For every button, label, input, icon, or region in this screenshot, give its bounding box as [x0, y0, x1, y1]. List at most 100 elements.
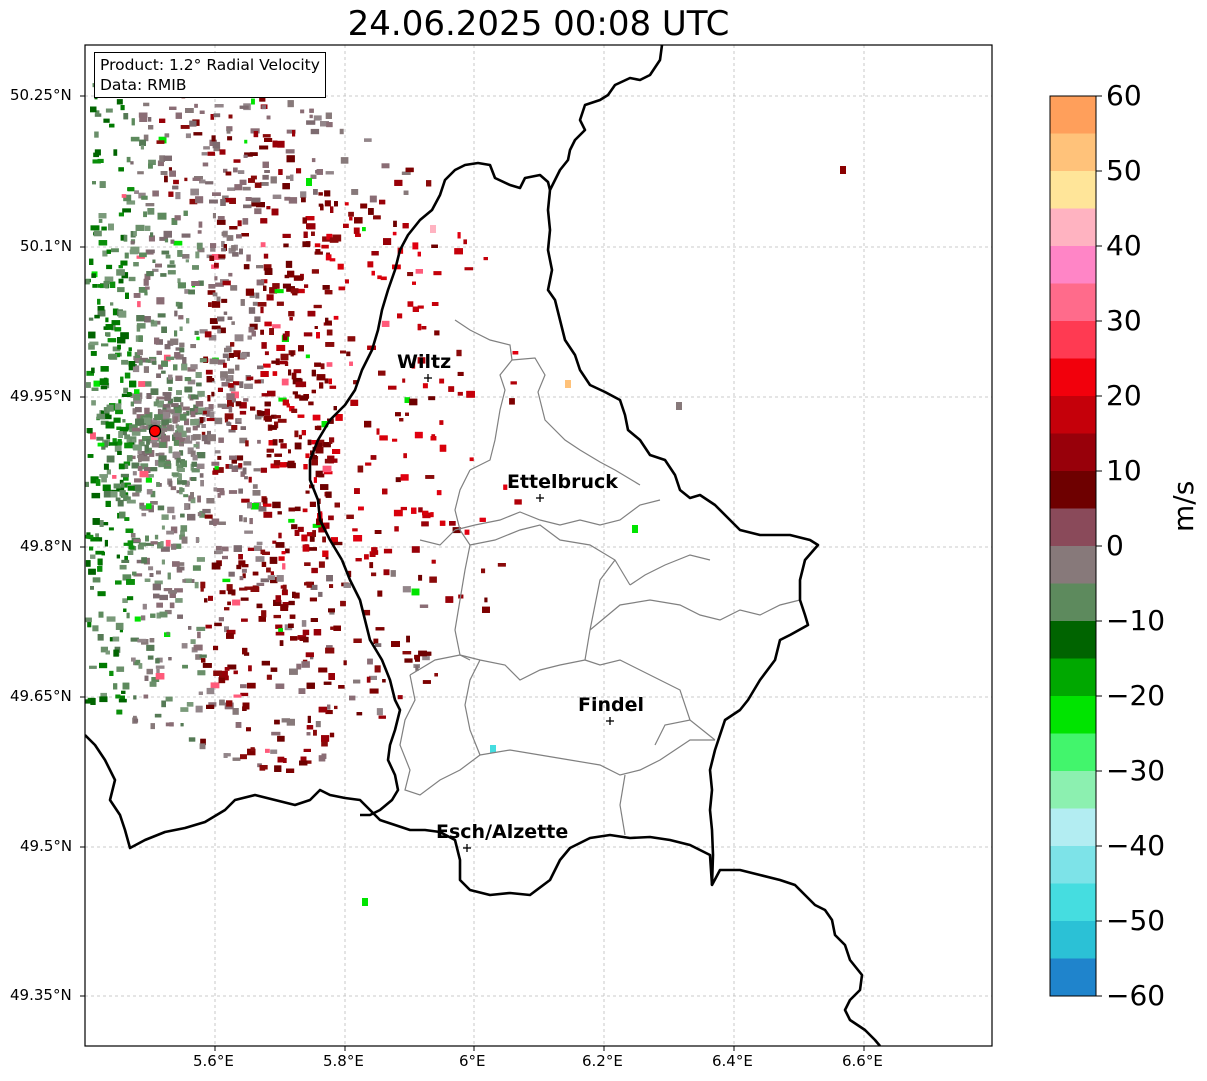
- velocity-bin: [208, 335, 217, 341]
- velocity-bin: [224, 626, 229, 633]
- velocity-bin: [272, 540, 277, 544]
- velocity-bin: [232, 599, 241, 606]
- velocity-bin: [154, 580, 163, 585]
- velocity-bin: [208, 595, 213, 601]
- velocity-bin: [374, 530, 382, 534]
- velocity-bin: [234, 184, 243, 191]
- velocity-bin: [282, 233, 291, 238]
- velocity-bin: [328, 378, 332, 385]
- velocity-bin: [132, 427, 141, 434]
- velocity-bin: [160, 541, 164, 547]
- velocity-bin: [137, 544, 144, 550]
- velocity-bin: [430, 436, 437, 441]
- velocity-bin: [127, 392, 132, 396]
- velocity-bin: [369, 675, 377, 680]
- velocity-bin: [221, 231, 228, 236]
- velocity-bin: [285, 149, 295, 154]
- velocity-bin: [117, 344, 121, 350]
- velocity-bin: [304, 284, 309, 288]
- velocity-bin: [439, 420, 444, 425]
- velocity-bin: [298, 688, 306, 694]
- velocity-bin: [164, 344, 171, 350]
- velocity-bin: [205, 624, 212, 629]
- velocity-bin: [173, 420, 177, 424]
- velocity-bin: [457, 232, 461, 239]
- velocity-bin: [221, 241, 225, 248]
- velocity-bin: [85, 534, 94, 539]
- velocity-bin: [326, 122, 333, 128]
- velocity-bin: [115, 409, 123, 415]
- velocity-bin: [118, 463, 125, 470]
- velocity-bin: [234, 455, 244, 461]
- velocity-bin: [118, 265, 123, 269]
- velocity-bin: [112, 438, 117, 444]
- colorbar-tick-label: 0: [1106, 529, 1124, 562]
- velocity-bin: [145, 542, 154, 546]
- velocity-bin: [162, 392, 172, 396]
- velocity-bin: [113, 149, 118, 156]
- velocity-bin: [429, 576, 437, 583]
- velocity-bin: [184, 578, 192, 583]
- velocity-bin: [364, 554, 369, 560]
- velocity-bin: [277, 735, 285, 742]
- velocity-bin: [147, 358, 156, 363]
- velocity-bin: [214, 450, 221, 454]
- velocity-bin: [158, 428, 168, 432]
- colorbar-band: [1050, 508, 1096, 547]
- velocity-bin: [270, 463, 280, 469]
- velocity-bin: [129, 424, 138, 429]
- velocity-bin: [196, 242, 203, 250]
- velocity-bin: [157, 404, 166, 408]
- velocity-bin: [254, 545, 262, 551]
- velocity-bin: [320, 204, 324, 211]
- velocity-bin: [181, 643, 188, 649]
- velocity-bin: [308, 401, 314, 406]
- velocity-bin: [254, 379, 261, 384]
- velocity-bin: [149, 681, 157, 687]
- velocity-bin: [158, 364, 163, 370]
- velocity-bin: [161, 435, 170, 442]
- velocity-bin: [324, 190, 331, 197]
- colorbar-tick-label: −50: [1106, 904, 1166, 937]
- velocity-bin: [273, 599, 282, 606]
- velocity-bin: [354, 488, 360, 494]
- velocity-bin: [306, 581, 312, 588]
- velocity-bin: [262, 134, 271, 138]
- velocity-bin: [110, 302, 114, 306]
- velocity-bin: [216, 296, 221, 302]
- velocity-bin: [404, 658, 413, 663]
- velocity-bin: [186, 318, 190, 324]
- velocity-bin: [180, 513, 185, 518]
- velocity-bin: [311, 389, 316, 394]
- velocity-bin: [376, 428, 380, 435]
- velocity-bin: [439, 444, 447, 452]
- velocity-bin: [156, 297, 165, 305]
- velocity-bin: [249, 152, 258, 156]
- velocity-bin: [152, 190, 159, 197]
- velocity-bin: [212, 470, 219, 475]
- lat-tick-label: 49.65°N: [10, 687, 72, 705]
- velocity-bin: [200, 581, 206, 589]
- velocity-bin: [371, 270, 375, 276]
- velocity-bin: [90, 476, 99, 484]
- velocity-bin: [105, 421, 115, 429]
- velocity-bin: [333, 315, 339, 320]
- velocity-bin: [311, 459, 318, 466]
- velocity-bin: [436, 490, 442, 496]
- velocity-bin: [382, 488, 388, 495]
- velocity-bin: [144, 444, 149, 452]
- velocity-bin: [445, 596, 454, 603]
- velocity-bin: [286, 286, 295, 292]
- velocity-bin: [311, 158, 316, 163]
- velocity-bin: [224, 413, 234, 420]
- velocity-bin: [349, 361, 353, 366]
- velocity-bin: [106, 332, 111, 337]
- velocity-bin: [194, 176, 203, 180]
- velocity-bin: [196, 336, 200, 341]
- velocity-bin: [145, 359, 151, 363]
- velocity-bin: [257, 411, 265, 416]
- velocity-bin: [263, 416, 272, 421]
- velocity-bin: [123, 496, 131, 502]
- velocity-bin: [122, 682, 130, 690]
- velocity-bin: [181, 233, 191, 238]
